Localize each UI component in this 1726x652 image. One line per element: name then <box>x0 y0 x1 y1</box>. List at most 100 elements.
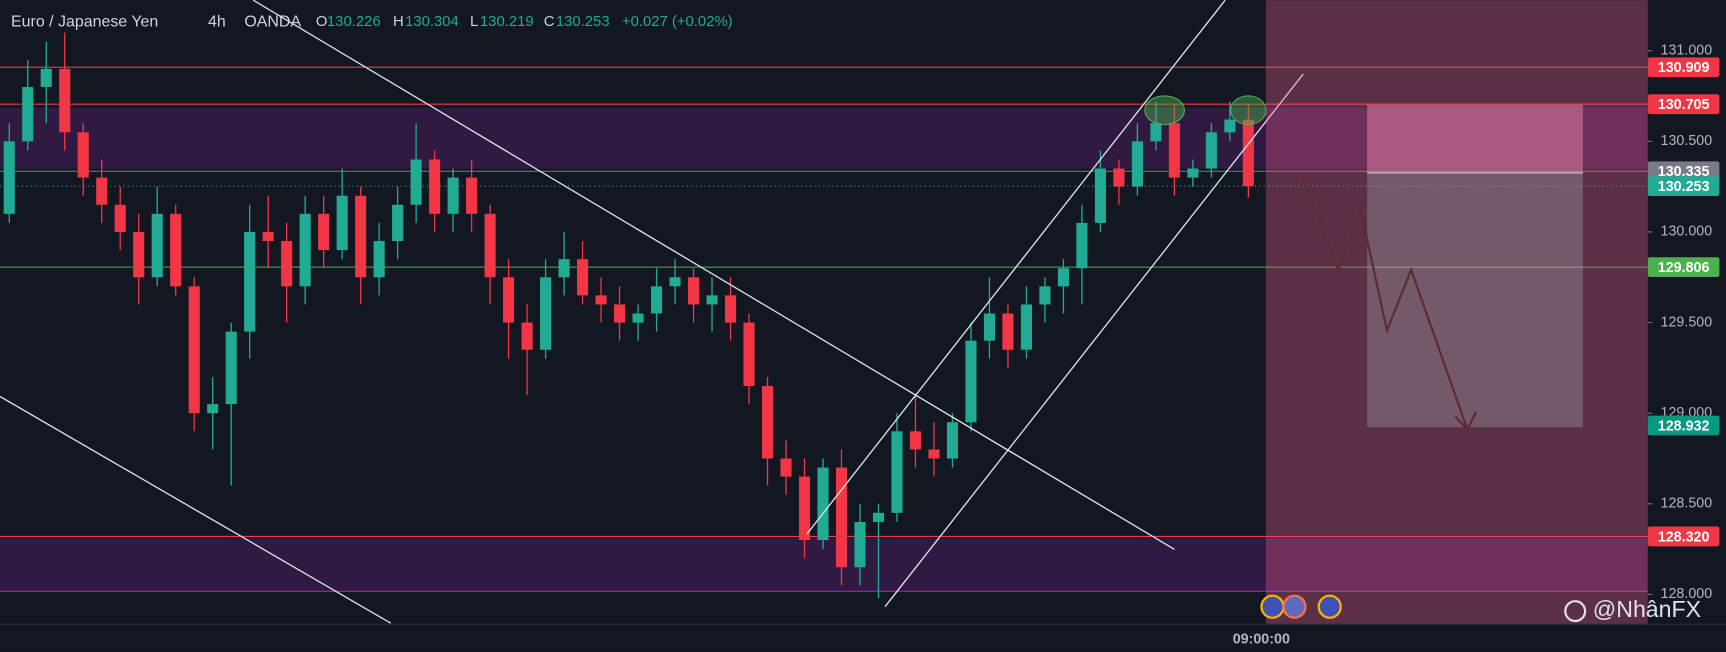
level-label: 128.932 <box>1658 418 1710 434</box>
candle-body <box>114 204 126 232</box>
y-tick-label: 129.500 <box>1661 314 1713 330</box>
x-tick-label: 09:00:00 <box>1233 631 1290 647</box>
candle-body <box>96 177 108 205</box>
level-label-bg <box>1647 94 1720 115</box>
y-tick-label: 130.500 <box>1661 133 1713 149</box>
level-label: 130.253 <box>1658 179 1710 195</box>
candle-body <box>188 286 200 414</box>
candle-body <box>909 431 922 450</box>
price-axis: 128.000128.500129.000129.500130.000130.5… <box>1647 0 1726 652</box>
candle-body <box>1224 119 1236 133</box>
candle-body <box>151 213 163 278</box>
y-tick-label: 128.500 <box>1661 496 1713 512</box>
ohlc-value: 130.226 <box>327 14 381 30</box>
drawings <box>0 0 1304 624</box>
candle-body <box>318 213 330 251</box>
resistance-zone <box>0 108 1648 169</box>
top-marker <box>1144 95 1185 126</box>
candle-body <box>928 449 940 459</box>
candle-body <box>724 295 737 323</box>
candle-body <box>3 141 15 214</box>
candle-body <box>854 521 866 568</box>
zones <box>0 108 1648 592</box>
channel-line <box>884 73 1304 608</box>
trendline <box>252 0 1175 551</box>
candle-body <box>761 385 774 459</box>
watermark: @NhânFX <box>1564 596 1701 623</box>
events <box>1260 594 1342 619</box>
candle-body <box>1057 268 1069 287</box>
candle-body <box>22 86 34 142</box>
y-tick-label: 131.000 <box>1661 43 1713 59</box>
candle-body <box>780 458 792 477</box>
top-marker <box>1230 95 1267 126</box>
candle-body <box>170 213 182 287</box>
event-icon <box>1317 594 1342 619</box>
candle-body <box>447 177 459 214</box>
candles <box>3 32 1254 599</box>
projection-arrow <box>1454 411 1478 432</box>
candle-body <box>706 295 718 305</box>
candle-body <box>835 467 848 568</box>
candle-body <box>207 404 219 414</box>
candle-body <box>336 195 348 251</box>
candle-body <box>40 68 52 87</box>
ohlc-key: O <box>316 14 328 30</box>
candle-body <box>983 313 995 341</box>
candle-body <box>577 259 589 296</box>
support-zone <box>0 538 1648 592</box>
candle-body <box>281 241 293 287</box>
ohlc-key: L <box>470 14 478 30</box>
candle-body <box>410 159 422 205</box>
candle-body <box>632 313 644 323</box>
ohlc-value: 130.304 <box>405 14 459 30</box>
candle-body <box>59 68 71 133</box>
candle-body <box>1002 313 1014 350</box>
candle-body <box>484 213 496 278</box>
trendline <box>0 395 392 624</box>
candle-body <box>1131 141 1143 187</box>
change: +0.027 (+0.02%) <box>622 14 733 30</box>
candle-body <box>373 241 385 278</box>
level-label: 129.806 <box>1658 260 1710 276</box>
level-label-bg <box>1647 57 1720 78</box>
symbol: Euro / Japanese Yen <box>11 13 158 30</box>
candle-body <box>1168 123 1180 178</box>
candle-body <box>1242 119 1254 187</box>
candle-body <box>1187 168 1199 178</box>
candle-body <box>225 331 237 405</box>
candle-body <box>614 304 626 323</box>
position-tool <box>1265 0 1648 625</box>
level-label-bg <box>1647 415 1720 436</box>
source: OANDA <box>244 13 301 30</box>
level-label-bg <box>1647 176 1720 197</box>
candle-body <box>466 177 478 214</box>
ohlc-key: H <box>393 14 404 30</box>
candle-body <box>558 259 570 278</box>
candle-body <box>1113 168 1125 187</box>
candle-body <box>891 431 903 513</box>
level-label: 130.335 <box>1658 164 1710 180</box>
level-label: 130.705 <box>1658 97 1710 113</box>
candle-body <box>540 277 552 350</box>
candle-body <box>687 277 700 305</box>
ohlc-value: 130.219 <box>480 14 534 30</box>
forecast-zone <box>1265 0 1648 625</box>
candle-body <box>872 512 885 522</box>
candle-body <box>392 204 404 242</box>
level-label-bg <box>1647 526 1720 547</box>
ohlc-value: 130.253 <box>556 14 610 30</box>
candle-body <box>355 195 367 278</box>
stop-zone <box>1367 104 1583 173</box>
projection-path <box>1301 175 1469 430</box>
candle-body <box>133 231 145 278</box>
level-label: 128.320 <box>1658 529 1710 545</box>
candle-body <box>1094 168 1106 223</box>
watermark-icon <box>1564 600 1587 623</box>
target-zone <box>1367 172 1583 428</box>
channel-line <box>806 0 1226 535</box>
candle-body <box>503 277 515 323</box>
candle-body <box>651 286 663 314</box>
candle-body <box>798 476 811 541</box>
level-label-bg <box>1647 257 1720 278</box>
